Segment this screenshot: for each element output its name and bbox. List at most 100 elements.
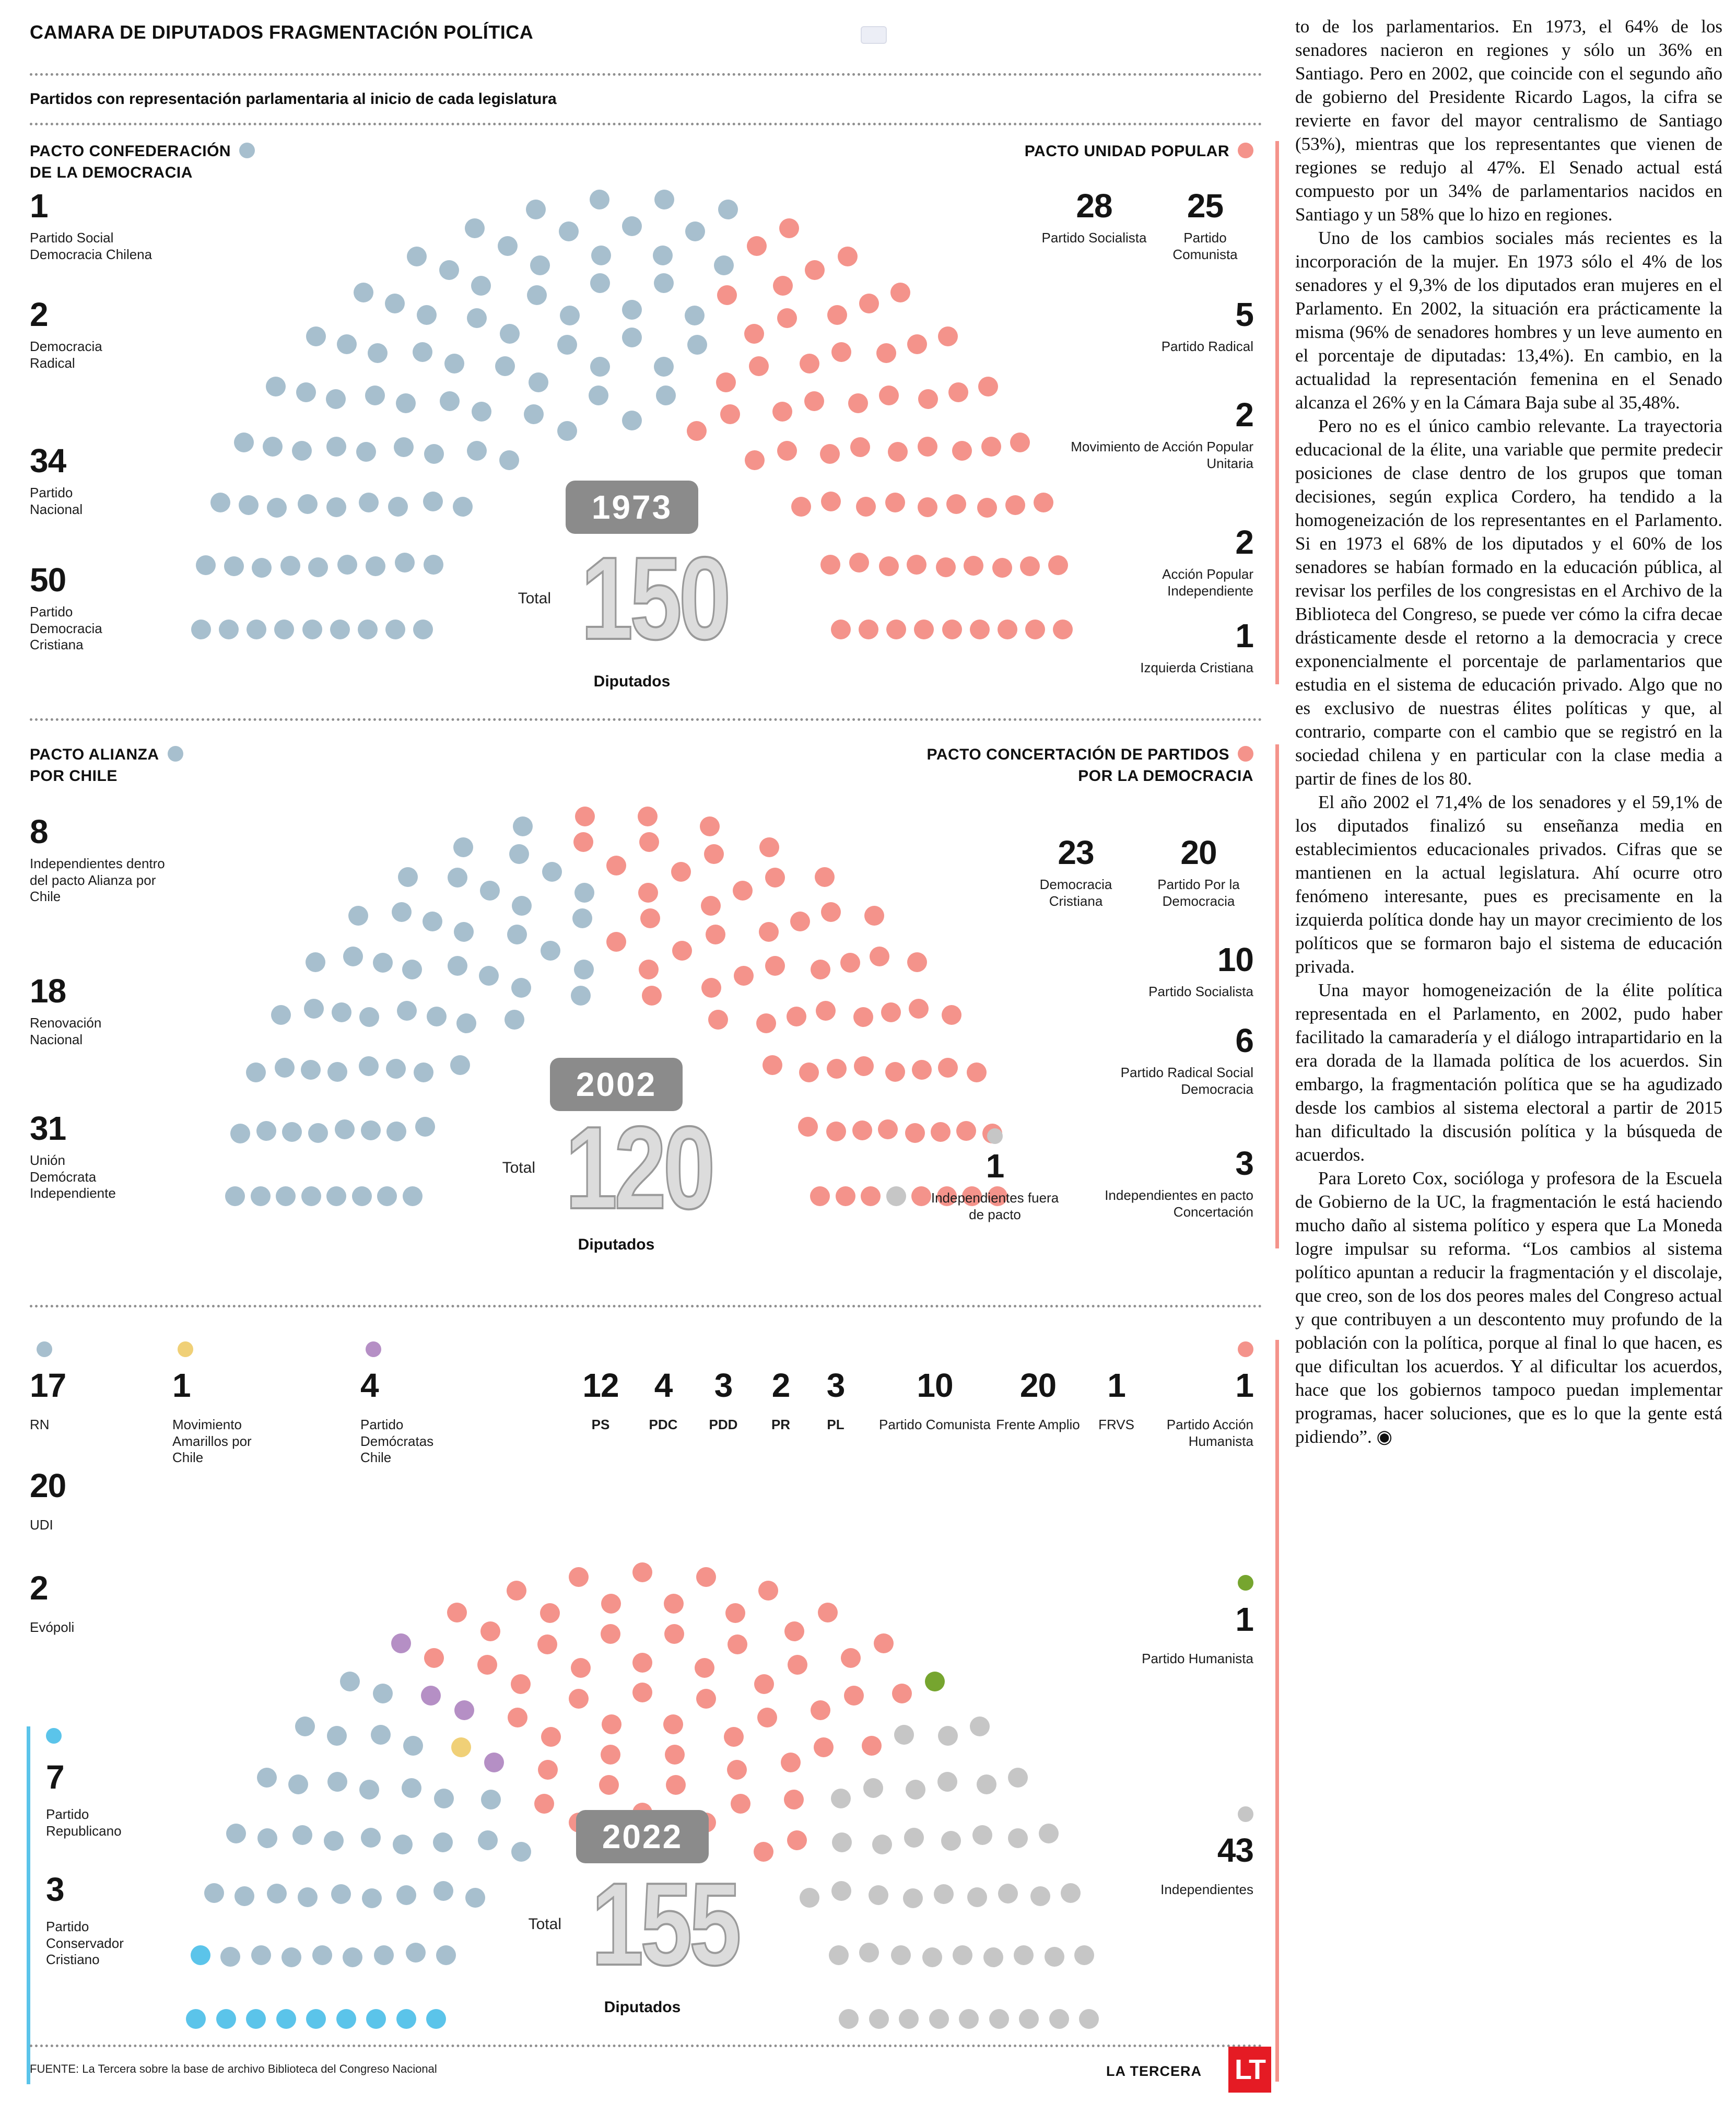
seat-dot [386, 1122, 407, 1142]
header-rule [30, 73, 1262, 76]
legend-label: Partido Democracia Cristiana [30, 604, 102, 653]
seat-dot [356, 441, 376, 462]
seat-dot [601, 1714, 621, 1734]
seat-dot [340, 1671, 360, 1691]
seat-dot [1030, 1886, 1051, 1906]
seat-dot [905, 1780, 925, 1800]
seat-dot [467, 440, 487, 461]
republicano-color-dot [46, 1728, 62, 1744]
seat-dot [395, 553, 415, 573]
seat-dot [638, 806, 658, 826]
legend-item-partido-socialista: 28 Partido Socialista [1039, 189, 1149, 247]
seat-dot [511, 1842, 531, 1862]
seat-dot [454, 1700, 474, 1720]
seat-dot [757, 1707, 778, 1727]
seat-dot [348, 905, 368, 926]
seat-dot [886, 620, 907, 639]
legend-item-frvs: 1 FRVS [1092, 1369, 1141, 1433]
seat-dot [874, 1633, 894, 1653]
seat-dot [402, 1778, 422, 1799]
seat-dot [414, 1062, 434, 1082]
seat-dot [891, 1945, 911, 1965]
legend-value: 18 [30, 972, 66, 1010]
seat-dot [831, 342, 852, 362]
pact-name-line1: PACTO ALIANZA [30, 746, 159, 763]
seat-dot [724, 1727, 744, 1747]
legend-item-democracia-radical: 2 Democracia Radical [30, 298, 119, 371]
seat-dot [433, 1832, 453, 1852]
ornament-icon [861, 26, 887, 44]
page-title: CAMARA DE DIPUTADOS FRAGMENTACIÓN POLÍTI… [30, 21, 534, 43]
legend-label: Evópoli [30, 1619, 75, 1635]
seat-dot [512, 816, 533, 837]
seat-dot [499, 450, 519, 471]
legend-label: Partido Demócratas Chile [360, 1417, 434, 1466]
legend-label: Izquierda Cristiana [1140, 660, 1253, 675]
seat-dot [274, 1057, 295, 1078]
pact-color-dot [1238, 143, 1253, 158]
seat-dot [830, 1789, 851, 1809]
seat-dot [377, 1186, 397, 1206]
seat-dot [715, 372, 736, 392]
seat-dot [308, 557, 329, 577]
seat-dot [888, 441, 908, 462]
seat-dot [976, 1774, 996, 1794]
legend-label: Frente Amplio [996, 1417, 1080, 1432]
seat-dot [323, 1830, 344, 1851]
seat-dot [479, 881, 500, 901]
seat-dot [388, 496, 408, 517]
seat-dot [922, 1947, 943, 1967]
seat-dot [397, 1000, 417, 1021]
legend-label: PS [591, 1417, 610, 1432]
seat-dot [930, 1122, 951, 1142]
legend-label: Partido Social Democracia Chilena [30, 230, 153, 262]
seat-dot [821, 492, 841, 511]
seat-dot [799, 1062, 819, 1082]
seat-dot [826, 1122, 846, 1142]
seat-dot [962, 1186, 982, 1206]
seat-dot [190, 1945, 210, 1966]
total-unit: Diputados [604, 1999, 681, 2016]
seat-dot [663, 1593, 684, 1614]
seat-dot [606, 856, 626, 876]
seat-dot [997, 620, 1017, 639]
seat-dot [385, 620, 405, 639]
pact-left-header: PACTO ALIANZA POR CHILE [30, 744, 183, 787]
seat-dot [894, 1724, 914, 1745]
seat-dot [852, 1120, 872, 1140]
seat-dot [696, 1567, 716, 1587]
legend-label: PDD [709, 1417, 738, 1432]
seat-dot [639, 832, 659, 852]
seat-dot [456, 1013, 476, 1033]
seat-dot [526, 199, 546, 219]
seat-dot [343, 946, 363, 966]
legend-label: Movimiento de Acción Popular Unitaria [1071, 439, 1253, 471]
total-label: Total [518, 589, 551, 607]
legend-item-psd-chilena: 1 Partido Social Democracia Chilena [30, 189, 186, 263]
legend-value: 17 [30, 1367, 66, 1404]
seat-dot [353, 283, 373, 302]
seat-dot [477, 1655, 497, 1675]
legend-label: Partido Por la Democracia [1157, 877, 1240, 909]
seat-dot [983, 1947, 1004, 1967]
seat-dot [859, 620, 879, 639]
legend-value: 3 [714, 1367, 733, 1404]
seat-dot [303, 999, 324, 1019]
seat-dot [622, 299, 642, 320]
seat-dot [850, 437, 871, 458]
seat-dot [959, 2009, 979, 2029]
legend-label: Independientes en pacto Concertación [1105, 1187, 1253, 1220]
seat-dot [359, 493, 379, 513]
legend-item-indep-alianza: 8 Independientes dentro del pacto Alianz… [30, 815, 186, 905]
seat-dot [373, 1945, 394, 1965]
seat-dot [905, 1123, 925, 1143]
seat-dot [977, 497, 997, 518]
legend-item-pr: 2 PR [755, 1369, 807, 1433]
legend-item-evopoli: 2 Evópoli [30, 1571, 74, 1636]
seat-dot [216, 2009, 236, 2029]
seat-dot [914, 620, 934, 639]
seat-dot [811, 1700, 831, 1720]
seat-dot [196, 555, 216, 575]
seat-dot [869, 946, 889, 966]
